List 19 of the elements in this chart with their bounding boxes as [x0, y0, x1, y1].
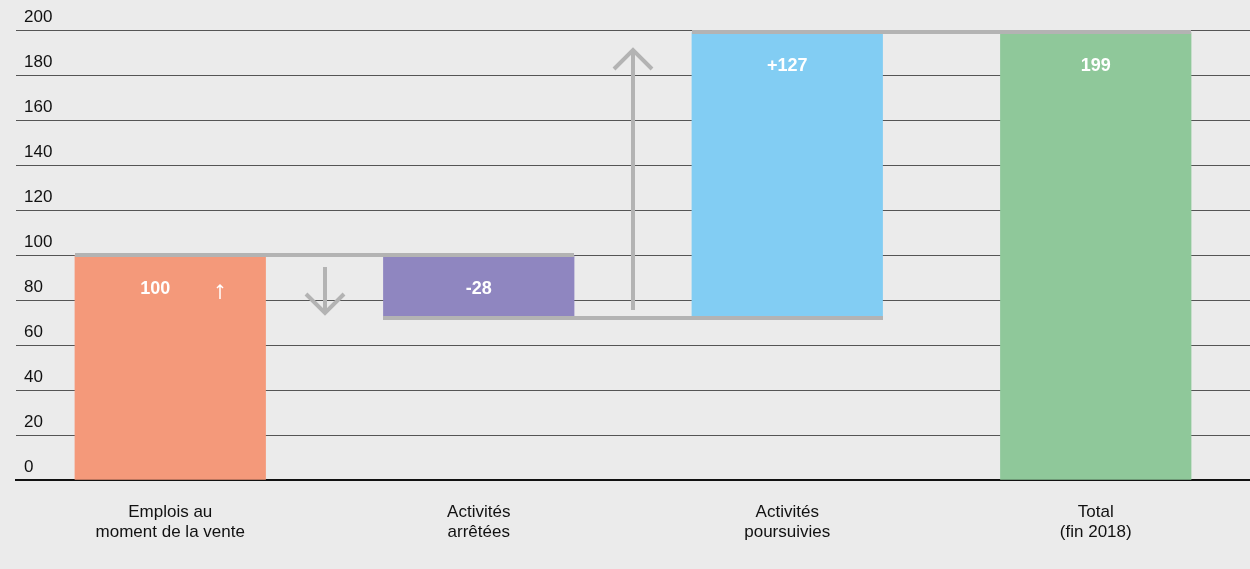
y-tick-label: 40 — [24, 366, 43, 386]
y-tick-label: 180 — [24, 51, 53, 71]
y-tick-label: 200 — [24, 6, 53, 26]
y-tick-label: 120 — [24, 186, 53, 206]
data-label: -28 — [465, 278, 492, 299]
data-label: 199 — [1080, 55, 1111, 76]
x-tick-label: Activités poursuivies — [744, 502, 831, 542]
y-tick-label: 20 — [24, 411, 43, 431]
y-tick-label: 80 — [24, 276, 43, 296]
x-tick-label: Activités arrêtées — [447, 502, 511, 542]
x-tick-label: Total (fin 2018) — [1059, 502, 1132, 542]
data-label: 100 — [140, 278, 171, 299]
y-tick-label: 160 — [24, 96, 53, 116]
y-tick-label: 60 — [24, 321, 43, 341]
y-tick-label: 140 — [24, 141, 53, 161]
x-tick-label: Emplois au moment de la vente — [95, 502, 245, 542]
data-label: +127 — [766, 55, 808, 76]
y-tick-label: 100 — [24, 231, 53, 251]
y-tick-label: 0 — [24, 456, 34, 476]
